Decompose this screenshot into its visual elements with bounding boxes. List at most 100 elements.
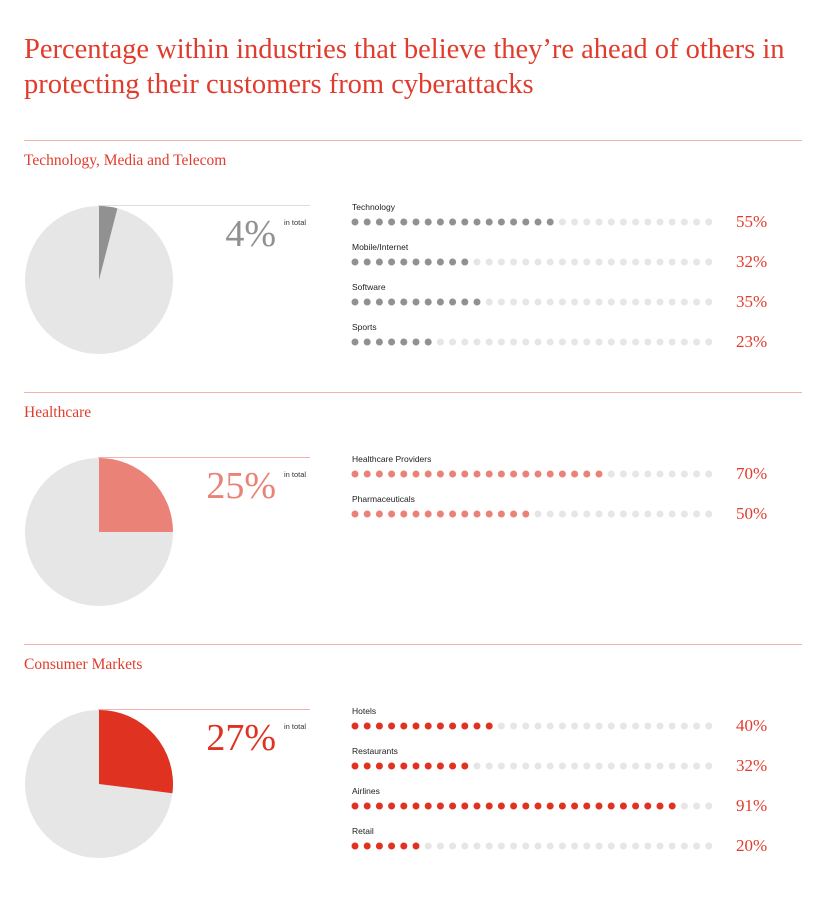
dot-empty xyxy=(644,338,652,346)
dot-filled xyxy=(436,298,444,306)
dot-filled xyxy=(412,842,420,850)
dot-filled xyxy=(412,298,420,306)
dot-filled xyxy=(571,802,579,810)
dot-empty xyxy=(668,842,676,850)
dot-empty xyxy=(705,298,713,306)
dot-empty xyxy=(558,842,566,850)
row-label: Retail xyxy=(352,826,374,836)
dot-empty xyxy=(534,842,542,850)
dot-empty xyxy=(522,722,530,730)
dot-empty xyxy=(607,722,615,730)
dot-bar xyxy=(351,762,713,770)
dot-filled xyxy=(412,258,420,266)
dot-empty xyxy=(510,338,518,346)
dot-filled xyxy=(363,762,371,770)
dot-empty xyxy=(632,762,640,770)
dot-empty xyxy=(705,762,713,770)
dot-empty xyxy=(510,298,518,306)
dot-filled xyxy=(497,470,505,478)
dot-empty xyxy=(680,218,688,226)
dot-empty xyxy=(693,722,701,730)
dot-empty xyxy=(705,722,713,730)
dot-empty xyxy=(644,470,652,478)
dot-filled xyxy=(375,510,383,518)
dot-filled xyxy=(388,298,396,306)
dot-empty xyxy=(583,722,591,730)
dot-empty xyxy=(656,722,664,730)
row-percentage: 55% xyxy=(736,212,768,231)
row-label: Technology xyxy=(352,202,396,212)
dot-empty xyxy=(522,842,530,850)
dot-empty xyxy=(656,470,664,478)
dot-empty xyxy=(607,762,615,770)
pie-chart xyxy=(25,206,173,354)
dot-empty xyxy=(656,218,664,226)
dot-filled xyxy=(473,218,481,226)
dot-empty xyxy=(705,218,713,226)
dot-filled xyxy=(388,338,396,346)
dot-filled xyxy=(400,218,408,226)
dot-empty xyxy=(705,258,713,266)
dot-empty xyxy=(583,218,591,226)
dot-filled xyxy=(449,470,457,478)
dot-empty xyxy=(607,510,615,518)
dot-filled xyxy=(461,298,469,306)
dot-filled xyxy=(534,802,542,810)
dot-filled xyxy=(375,722,383,730)
dot-empty xyxy=(619,258,627,266)
dot-filled xyxy=(522,802,530,810)
dot-filled xyxy=(424,762,432,770)
dot-empty xyxy=(680,510,688,518)
dot-empty xyxy=(644,762,652,770)
dot-filled xyxy=(400,762,408,770)
pie-slice xyxy=(99,458,173,532)
dot-empty xyxy=(534,510,542,518)
dot-filled xyxy=(424,802,432,810)
dot-empty xyxy=(607,218,615,226)
dot-filled xyxy=(449,510,457,518)
dot-empty xyxy=(558,762,566,770)
dot-empty xyxy=(607,258,615,266)
dot-filled xyxy=(485,802,493,810)
dot-filled xyxy=(497,802,505,810)
dot-filled xyxy=(668,802,676,810)
dot-filled xyxy=(473,470,481,478)
row-percentage: 23% xyxy=(736,332,768,351)
dot-filled xyxy=(400,258,408,266)
dot-empty xyxy=(656,762,664,770)
dot-empty xyxy=(619,218,627,226)
dot-empty xyxy=(619,298,627,306)
dot-empty xyxy=(583,762,591,770)
dot-filled xyxy=(351,338,359,346)
dot-empty xyxy=(668,762,676,770)
dot-filled xyxy=(424,258,432,266)
dot-filled xyxy=(461,510,469,518)
row-label: Mobile/Internet xyxy=(352,242,409,252)
dot-filled xyxy=(351,298,359,306)
dot-filled xyxy=(497,510,505,518)
dot-empty xyxy=(595,762,603,770)
dot-filled xyxy=(510,470,518,478)
dot-filled xyxy=(363,298,371,306)
dot-empty xyxy=(632,510,640,518)
dot-empty xyxy=(705,470,713,478)
dot-empty xyxy=(607,470,615,478)
dot-empty xyxy=(534,722,542,730)
dot-filled xyxy=(424,298,432,306)
dot-empty xyxy=(668,338,676,346)
dot-filled xyxy=(595,470,603,478)
dot-empty xyxy=(583,258,591,266)
dot-empty xyxy=(522,258,530,266)
dot-empty xyxy=(668,258,676,266)
dot-filled xyxy=(363,802,371,810)
dot-empty xyxy=(449,842,457,850)
dot-empty xyxy=(558,298,566,306)
pie-slice xyxy=(99,710,174,794)
dot-filled xyxy=(375,470,383,478)
dot-empty xyxy=(632,218,640,226)
dot-empty xyxy=(436,338,444,346)
dot-empty xyxy=(546,338,554,346)
dot-empty xyxy=(546,842,554,850)
dot-filled xyxy=(412,470,420,478)
dot-filled xyxy=(449,298,457,306)
